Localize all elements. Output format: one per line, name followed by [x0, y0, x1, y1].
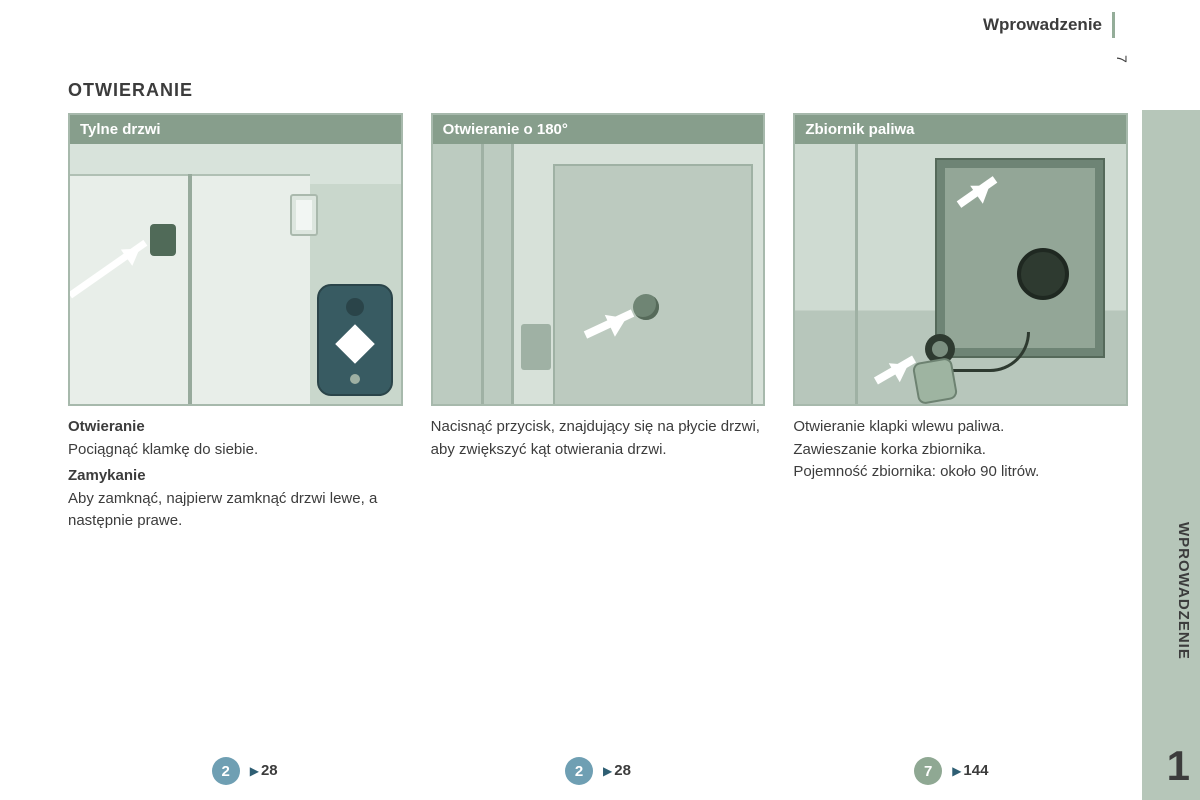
triangle-icon: ▶	[603, 764, 612, 778]
card-title: Tylne drzwi	[70, 115, 401, 144]
handle-inset-icon	[317, 284, 393, 396]
chapter-tab: WPROWADZENIE 1	[1142, 110, 1200, 800]
chapter-tab-label: WPROWADZENIE	[1175, 522, 1192, 660]
chapter-badge: 2	[565, 757, 593, 785]
card-description: Nacisnąć przycisk, znajdujący się na pły…	[431, 416, 766, 461]
illustration-opening-180	[433, 144, 764, 404]
page-references: 2 ▶28 2 ▶28 7 ▶144	[68, 757, 1128, 785]
card-description: Otwieranie klapki wlewu paliwa. Zawiesza…	[793, 416, 1128, 484]
card-frame: Zbiornik paliwa	[793, 113, 1128, 406]
open-label: Otwieranie	[68, 416, 403, 439]
card-rear-door: Tylne drzwi Otwieranie Pociągnąć klamkę …	[68, 113, 403, 533]
fuel-line3: Pojemność zbiornika: około 90 litrów.	[793, 461, 1128, 484]
card-fuel-tank: Zbiornik paliwa Otwieranie klapki wlewu …	[793, 113, 1128, 533]
card-title: Otwieranie o 180°	[433, 115, 764, 144]
fuel-line1: Otwieranie klapki wlewu paliwa.	[793, 416, 1128, 439]
ref-page: ▶28	[603, 762, 631, 780]
triangle-icon: ▶	[952, 764, 961, 778]
open-text: Pociągnąć klamkę do siebie.	[68, 439, 403, 462]
card-description: Otwieranie Pociągnąć klamkę do siebie. Z…	[68, 416, 403, 533]
ref-a: 2 ▶28	[68, 757, 421, 785]
illustration-fuel-tank	[795, 144, 1126, 404]
close-label: Zamykanie	[68, 465, 403, 488]
page-number: 7	[1114, 55, 1130, 63]
triangle-icon: ▶	[250, 764, 259, 778]
ref-page: ▶144	[952, 762, 988, 780]
card-frame: Otwieranie o 180°	[431, 113, 766, 406]
illustration-rear-door	[70, 144, 401, 404]
section-title: OTWIERANIE	[68, 80, 1128, 101]
card-title: Zbiornik paliwa	[795, 115, 1126, 144]
ref-b: 2 ▶28	[421, 757, 774, 785]
breadcrumb: Wprowadzenie	[983, 12, 1115, 38]
chapter-tab-number: 1	[1167, 742, 1190, 790]
fuel-line2: Zawieszanie korka zbiornika.	[793, 439, 1128, 462]
desc-text: Nacisnąć przycisk, znajdujący się na pły…	[431, 416, 766, 461]
content-area: OTWIERANIE Tylne drzwi Otwieranie	[68, 80, 1128, 533]
fuel-cap-icon	[1017, 248, 1069, 300]
door-handle-icon	[150, 224, 176, 256]
card-frame: Tylne drzwi	[68, 113, 403, 406]
card-row: Tylne drzwi Otwieranie Pociągnąć klamkę …	[68, 113, 1128, 533]
hinge-icon	[521, 324, 551, 370]
ref-page: ▶28	[250, 762, 278, 780]
chapter-badge: 2	[212, 757, 240, 785]
close-text: Aby zamknąć, najpierw zamknąć drzwi lewe…	[68, 488, 403, 533]
ref-c: 7 ▶144	[775, 757, 1128, 785]
card-opening-180: Otwieranie o 180° Nacisnąć przycisk, zna…	[431, 113, 766, 533]
chapter-badge: 7	[914, 757, 942, 785]
